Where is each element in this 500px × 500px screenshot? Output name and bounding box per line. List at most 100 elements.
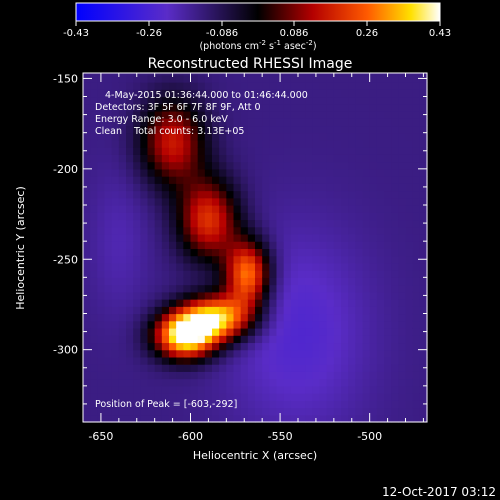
heatmap-cell [240, 407, 249, 416]
heatmap-cell [419, 161, 428, 170]
heatmap-cell [276, 110, 285, 119]
heatmap-cell [262, 320, 270, 329]
heatmap-cell [276, 306, 285, 315]
heatmap-cell [126, 74, 134, 83]
heatmap-cell [147, 74, 156, 83]
heatmap-cell [319, 313, 328, 322]
heatmap-cell [355, 82, 364, 90]
heatmap-cell [384, 212, 392, 221]
heatmap-cell [147, 241, 156, 249]
heatmap-cell [298, 147, 306, 155]
heatmap-cell [355, 219, 364, 228]
heatmap-cell [190, 226, 199, 235]
heatmap-cell [133, 270, 141, 278]
heatmap-cell [290, 132, 299, 141]
heatmap-cell [312, 197, 321, 206]
heatmap-cell [126, 110, 134, 119]
heatmap-cell [90, 139, 98, 148]
heatmap-cell [283, 342, 292, 351]
heatmap-cell [118, 284, 127, 293]
heatmap-cell [262, 205, 270, 213]
heatmap-cell [369, 73, 378, 76]
heatmap-cell [412, 414, 421, 423]
heatmap-cell [419, 233, 428, 242]
heatmap-cell [362, 270, 371, 278]
heatmap-cell [140, 241, 149, 249]
heatmap-cell [312, 335, 321, 344]
heatmap-cell [391, 327, 399, 336]
heatmap-cell [133, 168, 141, 177]
heatmap-cell [412, 147, 421, 155]
heatmap-cell [326, 205, 335, 213]
heatmap-cell [305, 342, 313, 351]
heatmap-cell [355, 125, 364, 134]
heatmap-cell [369, 299, 378, 307]
heatmap-cell [176, 385, 184, 394]
heatmap-cell [183, 132, 192, 141]
heatmap-cell [83, 407, 91, 416]
heatmap-cell [362, 82, 371, 90]
heatmap-cell [140, 270, 149, 278]
heatmap-cell [283, 400, 292, 409]
heatmap-cell [269, 327, 278, 336]
heatmap-cell [90, 219, 98, 228]
heatmap-cell [161, 74, 170, 83]
heatmap-cell [333, 248, 342, 257]
heatmap-cell [104, 349, 113, 358]
heatmap-cell [333, 335, 342, 344]
heatmap-cell [240, 262, 249, 271]
heatmap-cell [233, 255, 242, 264]
heatmap-cell [276, 371, 285, 380]
heatmap-cell [405, 262, 414, 271]
heatmap-cell [169, 233, 177, 242]
heatmap-cell [269, 241, 278, 249]
heatmap-cell [240, 241, 249, 249]
heatmap-cell [140, 82, 149, 90]
heatmap-cell [226, 233, 235, 242]
heatmap-cell [104, 197, 113, 206]
heatmap-cell [147, 414, 156, 423]
heatmap-cell [255, 103, 263, 112]
heatmap-cell [97, 89, 106, 98]
heatmap-cell [212, 183, 220, 192]
heatmap-cell [326, 212, 335, 221]
heatmap-cell [219, 118, 227, 127]
heatmap-cell [369, 349, 378, 358]
heatmap-cell [305, 299, 313, 307]
heatmap-cell [405, 96, 414, 105]
heatmap-cell [154, 205, 163, 213]
heatmap-cell [169, 183, 177, 192]
heatmap-cell [169, 277, 177, 286]
heatmap-cell [305, 262, 313, 271]
heatmap-cell [312, 320, 321, 329]
heatmap-cell [118, 335, 127, 344]
heatmap-cell [384, 219, 392, 228]
heatmap-cell [204, 154, 213, 163]
heatmap-cell [83, 154, 91, 163]
heatmap-cell [298, 400, 306, 409]
y-axis-label: Heliocentric Y (arcsec) [14, 186, 27, 310]
heatmap-cell [305, 277, 313, 286]
heatmap-cell [269, 197, 278, 206]
heatmap-cell [376, 125, 385, 134]
heatmap-cell [355, 335, 364, 344]
heatmap-cell [176, 349, 184, 358]
heatmap-cell [140, 262, 149, 271]
heatmap-cell [398, 226, 407, 235]
heatmap-cell [391, 306, 399, 315]
y-tick-label: -250 [53, 253, 78, 266]
heatmap-cell [147, 291, 156, 300]
heatmap-cell [290, 277, 299, 286]
heatmap-cell [126, 299, 134, 307]
heatmap-cell [183, 110, 192, 119]
heatmap-cell [126, 262, 134, 271]
heatmap-cell [126, 190, 134, 199]
heatmap-cell [405, 342, 414, 351]
heatmap-cell [147, 270, 156, 278]
heatmap-cell [362, 118, 371, 127]
heatmap-cell [348, 190, 356, 199]
heatmap-cell [376, 335, 385, 344]
heatmap-cell [97, 356, 106, 365]
heatmap-cell [348, 82, 356, 90]
heatmap-cell [298, 299, 306, 307]
